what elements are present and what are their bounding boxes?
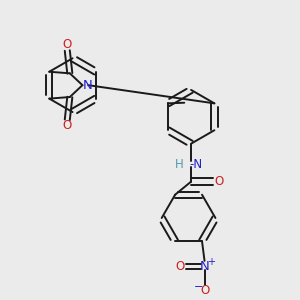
Text: −: −	[194, 282, 203, 292]
Text: +: +	[208, 257, 215, 267]
Text: H: H	[174, 158, 183, 171]
Text: O: O	[175, 260, 184, 273]
Text: O: O	[214, 175, 224, 188]
Text: O: O	[200, 284, 209, 297]
Text: O: O	[63, 119, 72, 132]
Text: -N: -N	[190, 158, 202, 171]
Text: N: N	[83, 79, 93, 92]
Text: N: N	[200, 260, 209, 273]
Text: O: O	[63, 38, 72, 51]
